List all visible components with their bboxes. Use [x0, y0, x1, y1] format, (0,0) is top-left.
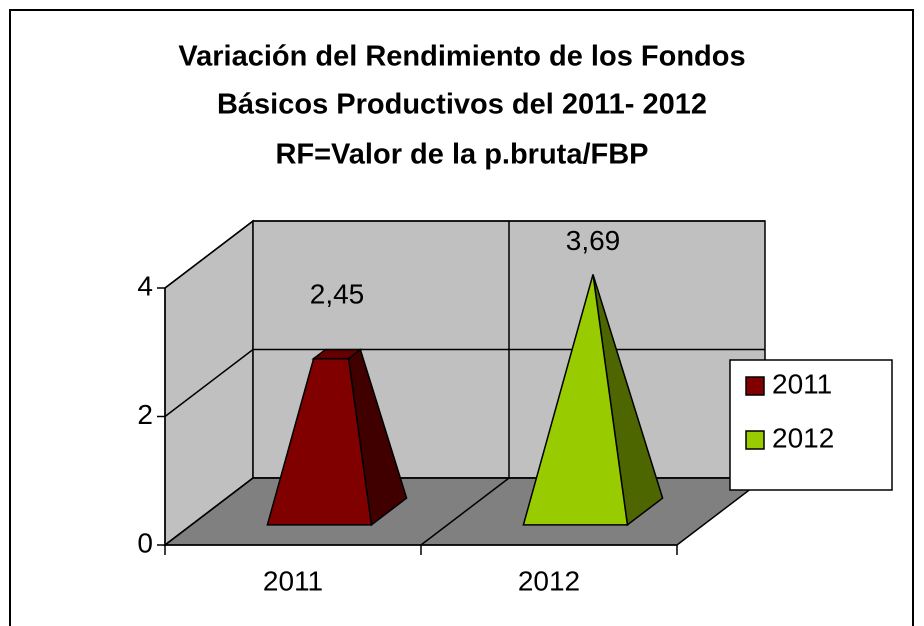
value-label: 3,69 [566, 225, 621, 256]
y-tick-label: 0 [137, 527, 153, 558]
grid-line [164, 220, 765, 289]
legend-label: 2012 [772, 422, 834, 453]
y-tick-label: 4 [137, 270, 153, 301]
x-tick-label: 2011 [263, 565, 323, 596]
chart-title: Variación del Rendimiento de los Fondos [178, 41, 745, 73]
legend-swatch [745, 430, 765, 450]
x-tick-label: 2012 [518, 565, 580, 596]
chart-title: Básicos Productivos del 2011- 2012 [217, 89, 707, 121]
chart-title: RF=Valor de la p.bruta/FBP [275, 139, 648, 171]
pyramid-front [522, 274, 629, 526]
legend-swatch [745, 376, 765, 396]
pyramid-top [311, 348, 363, 360]
floor-divider [420, 477, 510, 546]
value-label: 2,45 [310, 278, 365, 309]
plot-area: 0 2 4 2,45 2011 3,69 2012 [137, 219, 768, 596]
y-tick-label: 2 [137, 399, 153, 430]
legend-label: 2011 [772, 368, 832, 399]
